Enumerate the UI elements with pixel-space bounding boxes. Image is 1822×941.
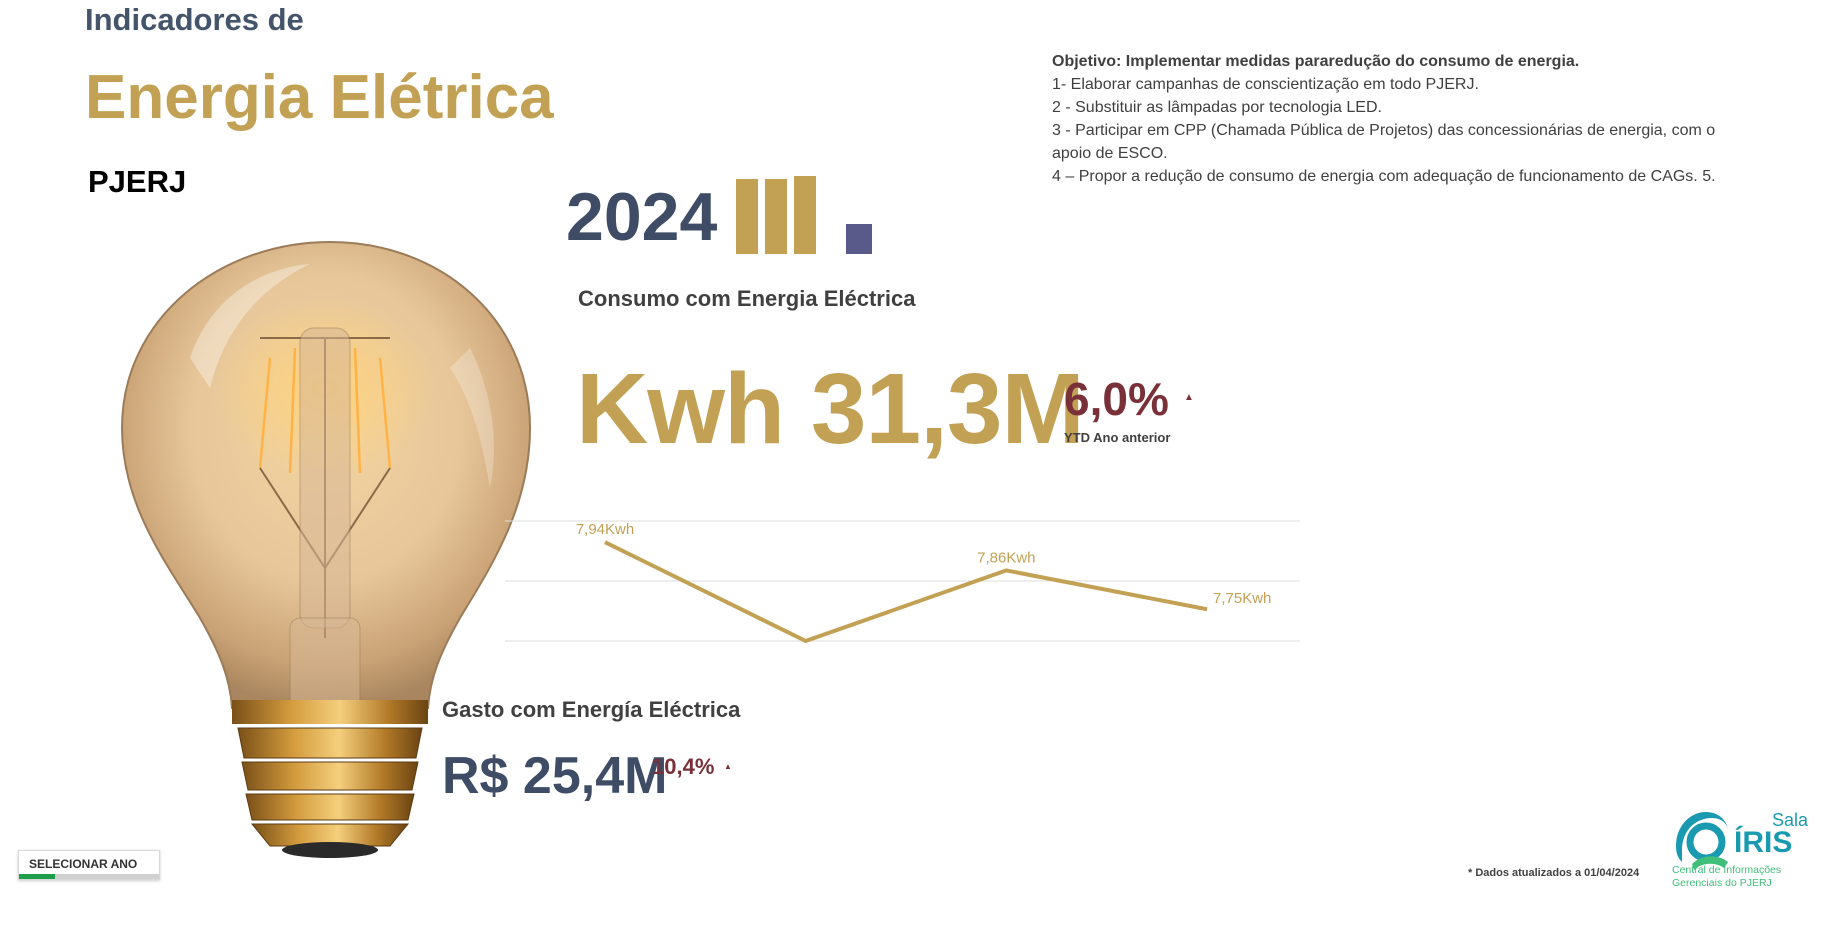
selected-year: 2024 bbox=[566, 179, 718, 255]
year-bar-selected[interactable] bbox=[846, 224, 872, 254]
gasto-value: R$ 25,4M bbox=[442, 747, 668, 805]
up-arrow-icon: ▲ bbox=[1184, 392, 1194, 403]
year-bar[interactable] bbox=[736, 179, 758, 254]
objective-item: 1- Elaborar campanhas de conscientização… bbox=[1052, 76, 1479, 93]
logo-sala-text: Sala bbox=[1772, 810, 1809, 830]
up-arrow-icon: ▲ bbox=[724, 762, 732, 771]
select-year-label: SELECIONAR ANO bbox=[29, 857, 138, 871]
data-label: 7,94Kwh bbox=[576, 521, 634, 538]
objective-item: 2 - Substituir as lâmpadas por tecnologi… bbox=[1052, 99, 1382, 116]
year-bar[interactable] bbox=[765, 179, 787, 254]
light-bulb-image bbox=[120, 240, 532, 858]
series-line bbox=[604, 540, 1208, 643]
gasto-label: Gasto com Energía Eléctrica bbox=[442, 697, 741, 722]
objective-text: Objetivo: Implementar medidas parareduçã… bbox=[1052, 50, 1742, 188]
organization-label: PJERJ bbox=[88, 164, 187, 199]
consumo-label: Consumo com Energia Eléctrica bbox=[578, 286, 916, 311]
consumo-value: Kwh 31,3M bbox=[576, 353, 1085, 465]
page-title: Energia Elétrica bbox=[85, 63, 554, 132]
select-year-button[interactable]: SELECIONAR ANO bbox=[18, 850, 160, 880]
page-subtitle: Indicadores de bbox=[85, 2, 304, 37]
data-label: 7,86Kwh bbox=[977, 549, 1035, 566]
sala-iris-logo: Sala ÍRIS Central de Informações Gerenci… bbox=[1672, 810, 1809, 889]
logo-iris-text: ÍRIS bbox=[1734, 825, 1792, 859]
logo-line2: Gerenciais do PJERJ bbox=[1672, 877, 1772, 889]
select-year-track bbox=[19, 874, 159, 879]
logo-line1: Central de Informações bbox=[1672, 864, 1781, 876]
objective-item: 3 - Participar em CPP (Chamada Pública d… bbox=[1052, 122, 1716, 162]
gasto-pct: 10,4% bbox=[652, 754, 715, 779]
year-bars[interactable] bbox=[736, 176, 876, 256]
objective-heading: Objetivo: Implementar medidas parareduçã… bbox=[1052, 53, 1580, 70]
consumo-pct: 6,0% bbox=[1064, 373, 1169, 425]
select-year-progress bbox=[19, 874, 55, 879]
year-bar[interactable] bbox=[794, 176, 816, 254]
data-label: 7,75Kwh bbox=[1213, 590, 1271, 607]
update-footnote: * Dados atualizados a 01/04/2024 bbox=[1468, 867, 1640, 879]
consumo-line-chart: 7,94Kwh 7,86Kwh 7,75Kwh bbox=[505, 520, 1300, 643]
consumo-ytd-label: YTD Ano anterior bbox=[1064, 430, 1171, 445]
objective-item: 4 – Propor a redução de consumo de energ… bbox=[1052, 168, 1716, 185]
